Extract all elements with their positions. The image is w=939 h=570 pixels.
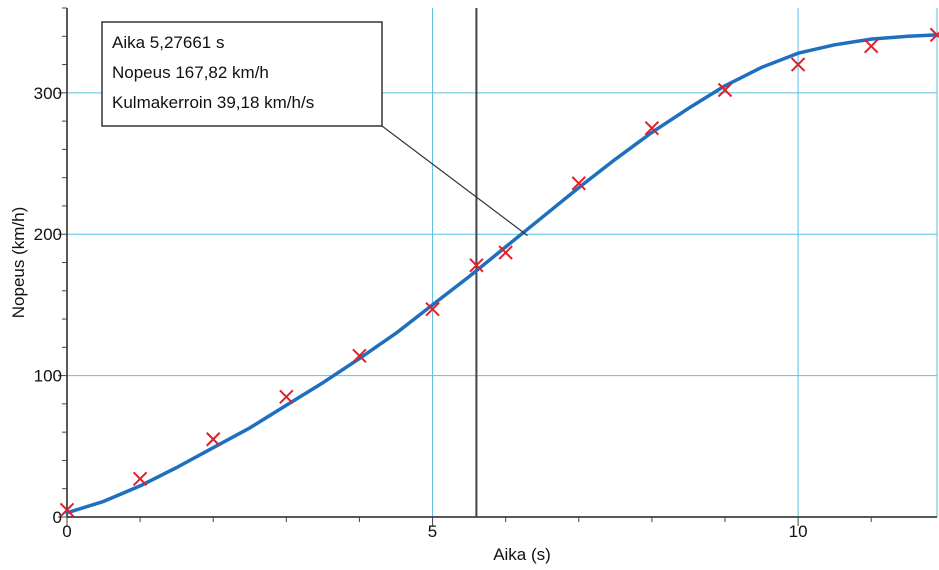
- marker-stroke: [425, 301, 440, 317]
- y-tick-label: 200: [34, 225, 62, 244]
- y-minor-ticks: [58, 7, 67, 518]
- marker-stroke: [790, 57, 806, 72]
- data-point-marker: [644, 120, 660, 136]
- annotation-box: [101, 21, 383, 127]
- data-point-marker: [59, 502, 75, 518]
- annotation-speed-text: Nopeus 167,82 km/h: [112, 63, 269, 82]
- y-axis-title: Nopeus (km/h): [9, 207, 28, 318]
- x-tick-label: 10: [789, 522, 808, 541]
- marker-stroke: [863, 38, 879, 54]
- data-point-marker: [790, 57, 806, 72]
- data-point-marker: [279, 389, 294, 405]
- marker-stroke: [469, 258, 484, 273]
- axis-layer: [58, 7, 937, 526]
- marker-layer: [59, 27, 939, 518]
- marker-stroke: [498, 245, 513, 260]
- marker-stroke: [352, 348, 367, 364]
- x-tick-label: 5: [428, 522, 437, 541]
- y-tick-label: 100: [34, 367, 62, 386]
- data-point-marker: [717, 82, 733, 98]
- tick-label-layer: 0 100 200 300 0 5 10: [34, 84, 808, 541]
- data-point-marker: [132, 471, 148, 487]
- marker-stroke: [279, 389, 294, 405]
- y-tick-label: 0: [53, 508, 62, 527]
- annotation-leader-line: [381, 125, 528, 237]
- annotation-time-text: Aika 5,27661 s: [112, 33, 224, 52]
- data-point-marker: [425, 301, 440, 317]
- y-tick-label: 300: [34, 84, 62, 103]
- marker-stroke: [206, 432, 221, 447]
- x-tick-label: 0: [62, 522, 71, 541]
- data-point-marker: [498, 245, 513, 260]
- data-point-marker: [469, 258, 484, 273]
- data-point-marker: [206, 432, 221, 447]
- marker-stroke: [929, 31, 939, 43]
- data-point-marker: [929, 27, 939, 43]
- marker-stroke: [132, 471, 148, 487]
- cursor-annotation: Aika 5,27661 s Nopeus 167,82 km/h Kulmak…: [101, 21, 528, 237]
- marker-stroke: [644, 120, 660, 136]
- marker-stroke: [571, 176, 586, 191]
- x-axis-title: Aika (s): [493, 545, 551, 564]
- data-point-marker: [571, 176, 586, 191]
- x-minor-ticks: [66, 517, 872, 526]
- marker-stroke: [59, 502, 75, 518]
- fit-curve: [65, 33, 939, 515]
- marker-stroke: [717, 82, 733, 98]
- data-point-marker: [863, 38, 879, 54]
- data-point-marker: [352, 348, 367, 364]
- annotation-slope-text: Kulmakerroin 39,18 km/h/s: [112, 93, 314, 112]
